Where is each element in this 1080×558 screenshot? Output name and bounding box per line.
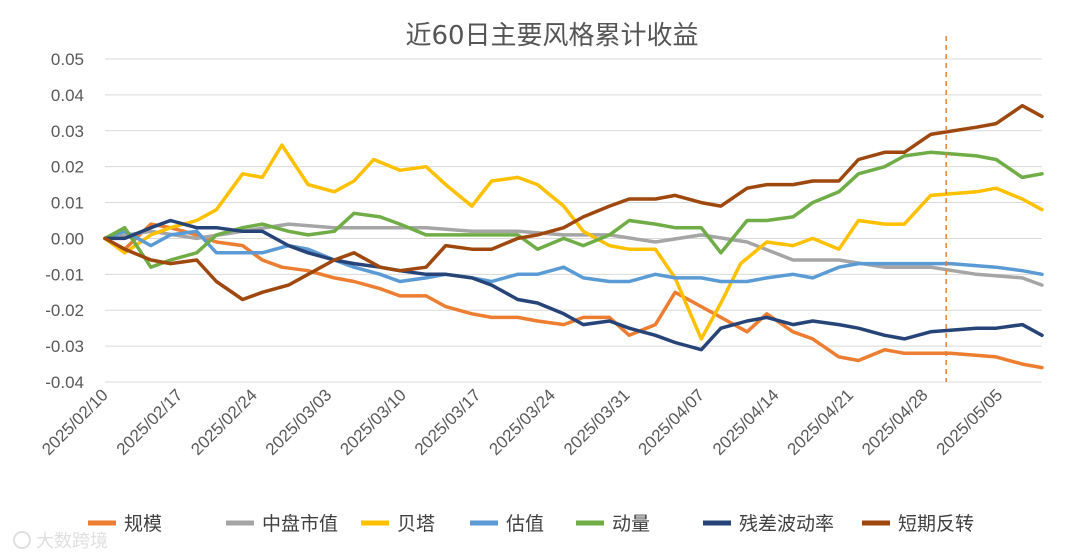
x-tick-label: 2025/04/07 bbox=[634, 385, 708, 459]
series-lines bbox=[103, 103, 1044, 370]
y-axis-ticks: 0.05 0.04 0.03 0.02 0.01 0.00 -0.01 -0.02 -0.03 -… bbox=[45, 50, 84, 392]
x-tick-label: 2025/03/24 bbox=[485, 385, 559, 459]
watermark: 大数跨境 bbox=[13, 531, 108, 552]
y-tick-label: -0.02 bbox=[45, 301, 84, 320]
series-line bbox=[103, 103, 1044, 302]
x-tick-label: 2025/04/14 bbox=[709, 385, 783, 459]
legend: 规模 中盘市值 贝塔 估值 动量 残差波动率 短期反转 bbox=[88, 513, 974, 535]
y-tick-label: -0.01 bbox=[45, 265, 84, 284]
legend-label: 残差波动率 bbox=[739, 513, 834, 535]
legend-label: 动量 bbox=[612, 513, 650, 535]
y-tick-label: -0.04 bbox=[45, 373, 84, 392]
y-tick-label: 0.05 bbox=[51, 50, 84, 69]
x-tick-label: 2025/02/24 bbox=[187, 385, 261, 459]
x-tick-label: 2025/03/17 bbox=[411, 385, 485, 459]
series-line bbox=[103, 143, 1044, 341]
x-tick-label: 2025/03/31 bbox=[560, 385, 634, 459]
legend-label: 中盘市值 bbox=[262, 513, 338, 535]
x-axis-ticks: 2025/02/10 2025/02/17 2025/02/24 2025/03/03… bbox=[38, 385, 1006, 459]
series-line bbox=[103, 218, 1044, 352]
x-tick-label: 2025/02/17 bbox=[113, 385, 187, 459]
x-tick-label: 2025/03/10 bbox=[336, 385, 410, 459]
series-line bbox=[103, 222, 1044, 287]
y-tick-label: 0.02 bbox=[51, 158, 84, 177]
x-tick-label: 2025/05/05 bbox=[933, 385, 1007, 459]
y-tick-label: 0.03 bbox=[51, 122, 84, 141]
gridlines bbox=[105, 58, 1042, 383]
y-tick-label: 0.00 bbox=[51, 229, 84, 248]
x-tick-label: 2025/04/21 bbox=[784, 385, 858, 459]
legend-label: 短期反转 bbox=[898, 513, 974, 535]
y-tick-label: 0.01 bbox=[51, 194, 84, 213]
chart-title: 近60日主要风格累计收益 bbox=[405, 21, 698, 51]
y-tick-label: -0.03 bbox=[45, 337, 84, 356]
series-line bbox=[103, 229, 1044, 284]
x-tick-label: 2025/02/10 bbox=[38, 385, 112, 459]
y-tick-label: 0.04 bbox=[51, 86, 84, 105]
x-tick-label: 2025/04/28 bbox=[858, 385, 932, 459]
legend-label: 估值 bbox=[506, 513, 544, 535]
series-line bbox=[103, 150, 1044, 269]
watermark-text: 大数跨境 bbox=[36, 531, 108, 552]
legend-label: 规模 bbox=[124, 513, 162, 535]
x-tick-label: 2025/03/03 bbox=[262, 385, 336, 459]
legend-label: 贝塔 bbox=[397, 513, 435, 535]
